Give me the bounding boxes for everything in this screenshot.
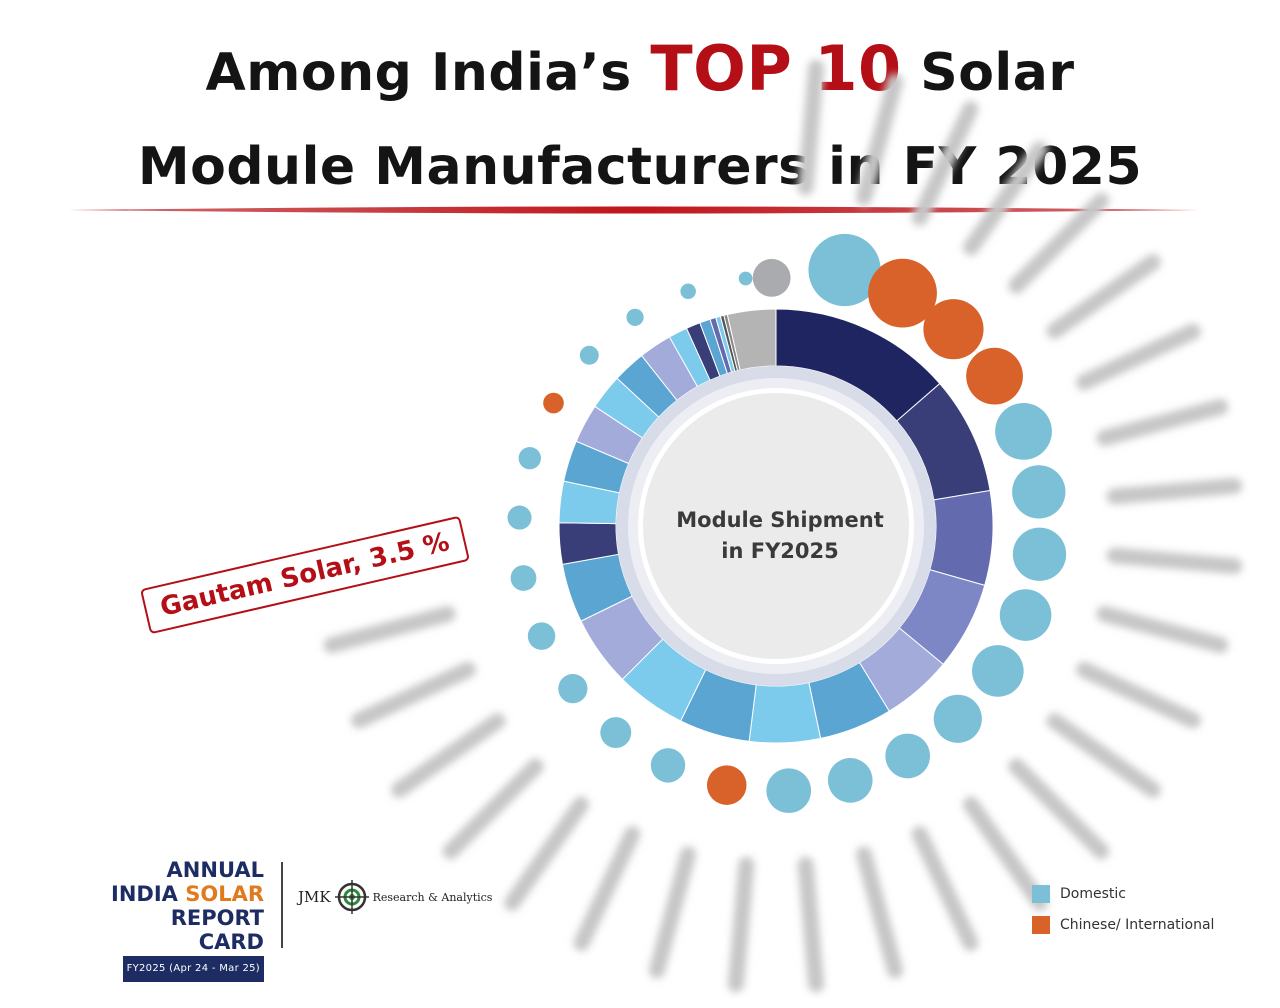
center-label-line-2: in FY2025: [721, 539, 838, 563]
origin-marker: [827, 758, 873, 803]
blurred-label: [1096, 605, 1229, 654]
blurred-label: [797, 856, 825, 993]
origin-marker: [507, 505, 532, 530]
legend-swatch-international: [1032, 915, 1050, 934]
blurred-label: [1106, 547, 1243, 575]
blurred-label: [797, 59, 825, 196]
blurred-label: [1106, 477, 1243, 505]
title-line-2: Module Manufacturers in FY 2025: [137, 137, 1143, 197]
blurred-label: [963, 796, 1048, 911]
blurred-label: [911, 101, 979, 226]
blurred-label: [648, 846, 697, 979]
title-line-1: Among India’s TOP 10 Solar: [0, 22, 1280, 120]
origin-marker: [518, 446, 541, 470]
page-title: Among India’s TOP 10 Solar Module Manufa…: [0, 22, 1280, 214]
origin-marker: [579, 345, 599, 365]
blurred-label: [855, 73, 904, 206]
blurred-label: [1046, 254, 1161, 339]
logo-line-2b: SOLAR: [185, 882, 264, 906]
logo-line-1: ANNUAL: [166, 858, 264, 882]
blurred-label: [1076, 661, 1201, 729]
blurred-label: [1008, 758, 1110, 860]
report-card-logo: ANNUAL INDIA SOLAR REPORT CARD FY2025 (A…: [106, 858, 264, 982]
donut-segment: [748, 681, 822, 744]
blurred-label: [442, 758, 544, 860]
legend-swatch-domestic: [1032, 884, 1050, 903]
origin-marker: [527, 622, 556, 650]
blurred-label: [391, 713, 506, 798]
origin-marker: [706, 765, 747, 805]
origin-marker: [626, 308, 644, 326]
blurred-label: [963, 141, 1048, 256]
blurred-label: [1096, 398, 1229, 447]
blurred-label: [1076, 323, 1201, 391]
legend-item-international: Chinese/ International: [1032, 909, 1214, 940]
origin-marker: [1012, 527, 1067, 581]
legend-label-international: Chinese/ International: [1060, 916, 1215, 933]
origin-marker: [972, 645, 1024, 697]
center-label-line-1: Module Shipment: [676, 508, 883, 532]
jmk-tagline: Research & Analytics: [372, 890, 493, 904]
logo-line-3: REPORT CARD: [170, 906, 264, 954]
origin-markers: [507, 233, 1067, 814]
logo-divider: [281, 862, 283, 948]
title-part-1: Among India’s: [205, 43, 632, 103]
origin-marker: [999, 589, 1052, 641]
origin-marker: [808, 233, 881, 307]
title-part-2: Solar: [920, 43, 1075, 103]
origin-marker: [1012, 465, 1066, 519]
blurred-label-layer: [309, 59, 1243, 993]
blurred-label: [323, 605, 456, 654]
donut-segments: [558, 308, 994, 744]
origin-marker: [680, 283, 696, 300]
origin-marker: [600, 717, 632, 749]
logo-line-2a: INDIA: [111, 882, 186, 906]
title-highlight: TOP 10: [650, 32, 902, 105]
blurred-label: [855, 846, 904, 979]
jmk-logo: JMK Research & Analytics: [298, 880, 492, 914]
blurred-label: [351, 661, 476, 729]
blurred-label: [573, 826, 641, 951]
origin-marker: [510, 565, 537, 591]
origin-marker: [650, 748, 686, 783]
origin-marker: [885, 733, 931, 779]
jmk-name: JMK: [298, 888, 331, 906]
legend: Domestic Chinese/ International: [1032, 878, 1214, 940]
target-icon: [334, 880, 369, 914]
blurred-label: [727, 856, 755, 993]
origin-marker: [543, 392, 564, 414]
logo-subtitle: FY2025 (Apr 24 - Mar 25): [122, 956, 264, 982]
logo-line-2: INDIA SOLAR: [106, 882, 264, 906]
origin-marker: [923, 299, 984, 360]
origin-marker: [752, 258, 791, 297]
legend-item-domestic: Domestic: [1032, 878, 1214, 909]
blurred-label: [1046, 713, 1161, 798]
inner-rings: [616, 366, 936, 686]
origin-marker: [766, 768, 812, 814]
origin-marker: [868, 258, 937, 328]
origin-marker: [995, 402, 1052, 460]
blurred-label: [911, 826, 979, 951]
origin-marker: [933, 694, 982, 743]
center-disc: [643, 393, 909, 659]
origin-marker: [738, 271, 753, 286]
origin-marker: [558, 673, 588, 704]
donut-segment: [929, 489, 994, 587]
legend-label-domestic: Domestic: [1060, 885, 1126, 902]
origin-marker: [966, 347, 1023, 405]
blurred-label: [504, 796, 589, 911]
blurred-label: [1008, 192, 1110, 294]
